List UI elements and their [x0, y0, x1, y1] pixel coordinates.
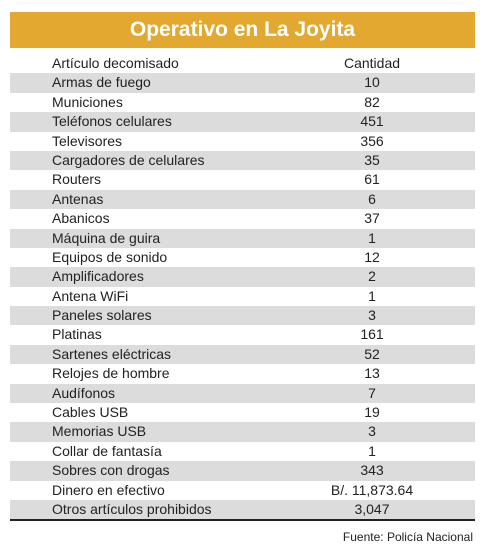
- quantity-cell: 35: [364, 151, 380, 168]
- quantity-cell: 52: [364, 345, 380, 362]
- item-cell: Otros artículos prohibidos: [52, 500, 212, 517]
- item-cell: Paneles solares: [52, 307, 152, 324]
- item-cell: Sobres con drogas: [52, 462, 170, 479]
- table: Artículo decomisado Cantidad Armas de fu…: [10, 54, 475, 522]
- table-row: Antenas 6: [10, 189, 475, 210]
- quantity-cell: 82: [364, 93, 380, 110]
- quantity-cell: 10: [364, 74, 380, 91]
- table-row: Amplificadores 2: [10, 267, 475, 287]
- table-row: Dinero en efectivo B/. 11,873.64: [10, 481, 475, 500]
- quantity-cell: 19: [364, 404, 380, 421]
- quantity-cell: 161: [360, 326, 384, 343]
- table-row: Cargadores de celulares 35: [10, 150, 475, 171]
- item-cell: Cargadores de celulares: [52, 151, 205, 168]
- column-header: Cantidad: [343, 55, 401, 71]
- table-row: Routers 61: [10, 170, 475, 189]
- title: Operativo en La Joyita: [10, 12, 475, 48]
- table-row: Equipos de sonido 12: [10, 248, 475, 267]
- table-row: Máquina de guira 1: [10, 228, 475, 248]
- quantity-cell: 7: [368, 384, 376, 401]
- quantity-cell: 3: [368, 307, 376, 324]
- item-cell: Televisores: [52, 132, 123, 149]
- quantity-cell: 356: [360, 132, 384, 149]
- quantity-cell: 3,047: [354, 500, 390, 517]
- quantity-cell: 1: [368, 442, 376, 459]
- item-cell: Equipos de sonido: [52, 248, 168, 265]
- item-cell: Cables USB: [52, 404, 129, 421]
- header-row: Artículo decomisado Cantidad: [10, 54, 475, 73]
- table-row: Audífonos 7: [10, 383, 475, 404]
- quantity-cell: 61: [364, 171, 380, 188]
- item-cell: Abanicos: [52, 210, 110, 227]
- item-cell: Collar de fantasía: [52, 442, 162, 459]
- item-cell: Dinero en efectivo: [52, 481, 165, 498]
- quantity-cell: 1: [368, 229, 376, 246]
- quantity-cell: 12: [364, 248, 380, 265]
- quantity-cell: 37: [364, 210, 380, 227]
- table-row: Abanicos 37: [10, 209, 475, 228]
- table-row: Otros artículos prohibidos 3,047: [10, 499, 475, 520]
- table-row: Memorias USB 3: [10, 422, 475, 442]
- item-cell: Armas de fuego: [52, 74, 151, 91]
- quantity-cell: 3: [368, 423, 376, 440]
- table-row: Collar de fantasía 1: [10, 442, 475, 461]
- table-row: Sartenes eléctricas 52: [10, 344, 475, 365]
- table-row: Antena WiFi 1: [10, 287, 475, 306]
- item-cell: Antenas: [52, 190, 104, 207]
- source: Fuente: Policía Nacional: [342, 530, 473, 544]
- quantity-cell: B/. 11,873.64: [330, 481, 414, 498]
- table-row: Televisores 356: [10, 132, 475, 151]
- table-row: Paneles solares 3: [10, 306, 475, 326]
- item-cell: Amplificadores: [52, 268, 144, 285]
- item-cell: Platinas: [52, 326, 102, 343]
- table-row: Municiones 82: [10, 93, 475, 112]
- quantity-cell: 343: [360, 462, 384, 479]
- item-cell: Memorias USB: [52, 423, 147, 440]
- item-cell: Teléfonos celulares: [52, 113, 172, 130]
- table-row: Relojes de hombre 13: [10, 364, 475, 383]
- table-row: Platinas 161: [10, 325, 475, 344]
- quantity-cell: 451: [360, 113, 384, 130]
- item-cell: Municiones: [52, 93, 123, 110]
- quantity-cell: 2: [368, 268, 376, 285]
- quantity-cell: 13: [364, 365, 380, 382]
- table-row: Armas de fuego 10: [10, 73, 475, 93]
- item-cell: Relojes de hombre: [52, 365, 170, 382]
- item-cell: Antena WiFi: [52, 287, 129, 304]
- item-cell: Routers: [52, 171, 102, 188]
- item-cell: Audífonos: [52, 384, 116, 401]
- table-row: Sobres con drogas 343: [10, 461, 475, 481]
- item-cell: Máquina de guira: [52, 229, 161, 246]
- column-header: Artículo decomisado: [52, 55, 179, 71]
- item-cell: Sartenes eléctricas: [52, 345, 172, 362]
- table-row: Teléfonos celulares 451: [10, 112, 475, 132]
- quantity-cell: 1: [368, 287, 376, 304]
- quantity-cell: 6: [368, 190, 376, 207]
- table-row: Cables USB 19: [10, 403, 475, 422]
